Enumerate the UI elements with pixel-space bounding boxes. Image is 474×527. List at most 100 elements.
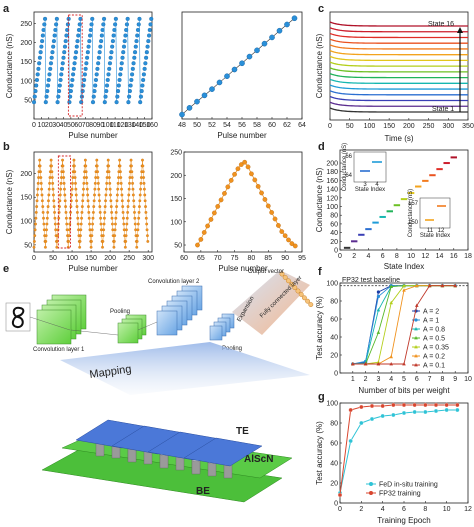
- data-point: [144, 216, 148, 220]
- data-point: [98, 210, 102, 214]
- data-point: [86, 193, 90, 197]
- data-point: [88, 222, 91, 226]
- y-axis-label: Test accuracy (%): [315, 296, 324, 360]
- legend-marker: [369, 491, 373, 495]
- data-point: [124, 22, 129, 27]
- data-point: [423, 402, 428, 408]
- data-point: [245, 164, 251, 170]
- data-point: [34, 216, 38, 220]
- y-axis-label: Conductance (nS): [315, 167, 324, 232]
- data-point: [85, 187, 89, 191]
- x-tick-label: 65: [197, 255, 205, 262]
- x-tick-label: 100: [66, 255, 78, 262]
- data-point: [101, 22, 106, 27]
- data-point: [109, 193, 112, 197]
- series-line: [33, 160, 149, 248]
- legend-label: FP32 training: [379, 491, 421, 498]
- y-tick-label: 40: [330, 230, 338, 237]
- data-point: [376, 362, 381, 366]
- data-point: [102, 100, 107, 105]
- panel-label-a: a: [3, 3, 10, 15]
- y-tick-label: 60: [330, 221, 338, 228]
- data-point: [58, 199, 62, 203]
- x-tick-label: 56: [238, 122, 246, 129]
- data-point: [255, 184, 261, 189]
- data-point: [34, 222, 37, 226]
- panel-label-d: d: [318, 141, 325, 153]
- state-curve-11: [329, 50, 468, 56]
- data-point: [135, 27, 141, 33]
- legend-label: A = 0.2: [423, 354, 445, 361]
- data-point: [144, 210, 148, 214]
- inset-y-label: Conductance (nS): [408, 189, 414, 237]
- data-point: [114, 216, 118, 220]
- data-point: [85, 55, 90, 60]
- data-point: [129, 158, 133, 162]
- data-point: [140, 83, 145, 88]
- data-point: [147, 27, 152, 33]
- data-point: [40, 193, 44, 197]
- data-point: [131, 181, 134, 185]
- panel-label-b: b: [3, 141, 10, 153]
- data-point: [92, 205, 96, 208]
- data-point: [132, 55, 137, 60]
- inset-2: 157 150 11 12 State Index Conductance (n…: [408, 189, 451, 239]
- data-point: [380, 403, 385, 409]
- data-point: [252, 177, 258, 183]
- data-point: [53, 216, 57, 220]
- data-point: [119, 170, 122, 174]
- data-point: [433, 402, 439, 408]
- data-point: [62, 50, 67, 55]
- state-curve-3: [329, 95, 468, 102]
- x-tick-label: 4: [389, 376, 393, 383]
- data-point: [45, 222, 49, 226]
- data-point: [71, 66, 76, 71]
- data-point: [67, 234, 71, 238]
- data-point: [94, 72, 99, 77]
- data-point: [37, 61, 42, 66]
- label-pooling-1: Pooling: [110, 309, 130, 315]
- data-point: [48, 61, 54, 66]
- data-point: [261, 40, 268, 47]
- data-point: [93, 187, 97, 191]
- data-point: [118, 72, 123, 77]
- data-point: [39, 44, 44, 49]
- chart-a-right-marks: 48 50 52 54 56 58 60 62 64: [178, 15, 306, 129]
- data-point: [124, 240, 128, 243]
- data-point: [80, 205, 84, 208]
- x-tick-label: 350: [462, 123, 474, 130]
- state-curve-15: [329, 27, 468, 33]
- y-tick-label: 200: [326, 161, 338, 168]
- data-point: [135, 240, 139, 243]
- data-point: [145, 228, 149, 232]
- data-point: [81, 193, 85, 197]
- data-point: [130, 176, 134, 179]
- data-point: [51, 187, 55, 191]
- data-point: [286, 237, 291, 243]
- data-point: [132, 50, 138, 55]
- data-point: [440, 283, 445, 288]
- data-point: [198, 237, 204, 242]
- inset-y-tick: 157: [408, 201, 419, 207]
- chart-a-left-marks: 0 10 20 30 40 50 60 70 80 90100110120130140150160…: [20, 14, 158, 129]
- label-output-vector: Output vector: [248, 269, 284, 275]
- data-point: [269, 210, 275, 215]
- data-point: [55, 245, 59, 249]
- data-point: [96, 55, 101, 60]
- chart-g-marks: 0 2 4 6 8 10 12 0 20 40 60 80 100 FeD in-situ trainin…: [326, 401, 472, 514]
- data-point: [289, 241, 295, 246]
- data-point: [119, 181, 123, 185]
- data-point: [121, 205, 125, 208]
- x-tick-label: 6: [381, 253, 385, 260]
- data-point: [216, 79, 223, 86]
- data-point: [126, 199, 130, 203]
- data-point: [112, 245, 116, 249]
- data-point: [125, 216, 129, 220]
- y-tick-label: 100: [326, 401, 338, 408]
- alscn-pillar: [207, 461, 217, 477]
- data-point: [126, 210, 130, 214]
- data-point: [276, 223, 281, 228]
- data-point: [58, 193, 62, 197]
- output-node: [308, 302, 314, 308]
- x-axis-label: Pulse number: [68, 131, 118, 140]
